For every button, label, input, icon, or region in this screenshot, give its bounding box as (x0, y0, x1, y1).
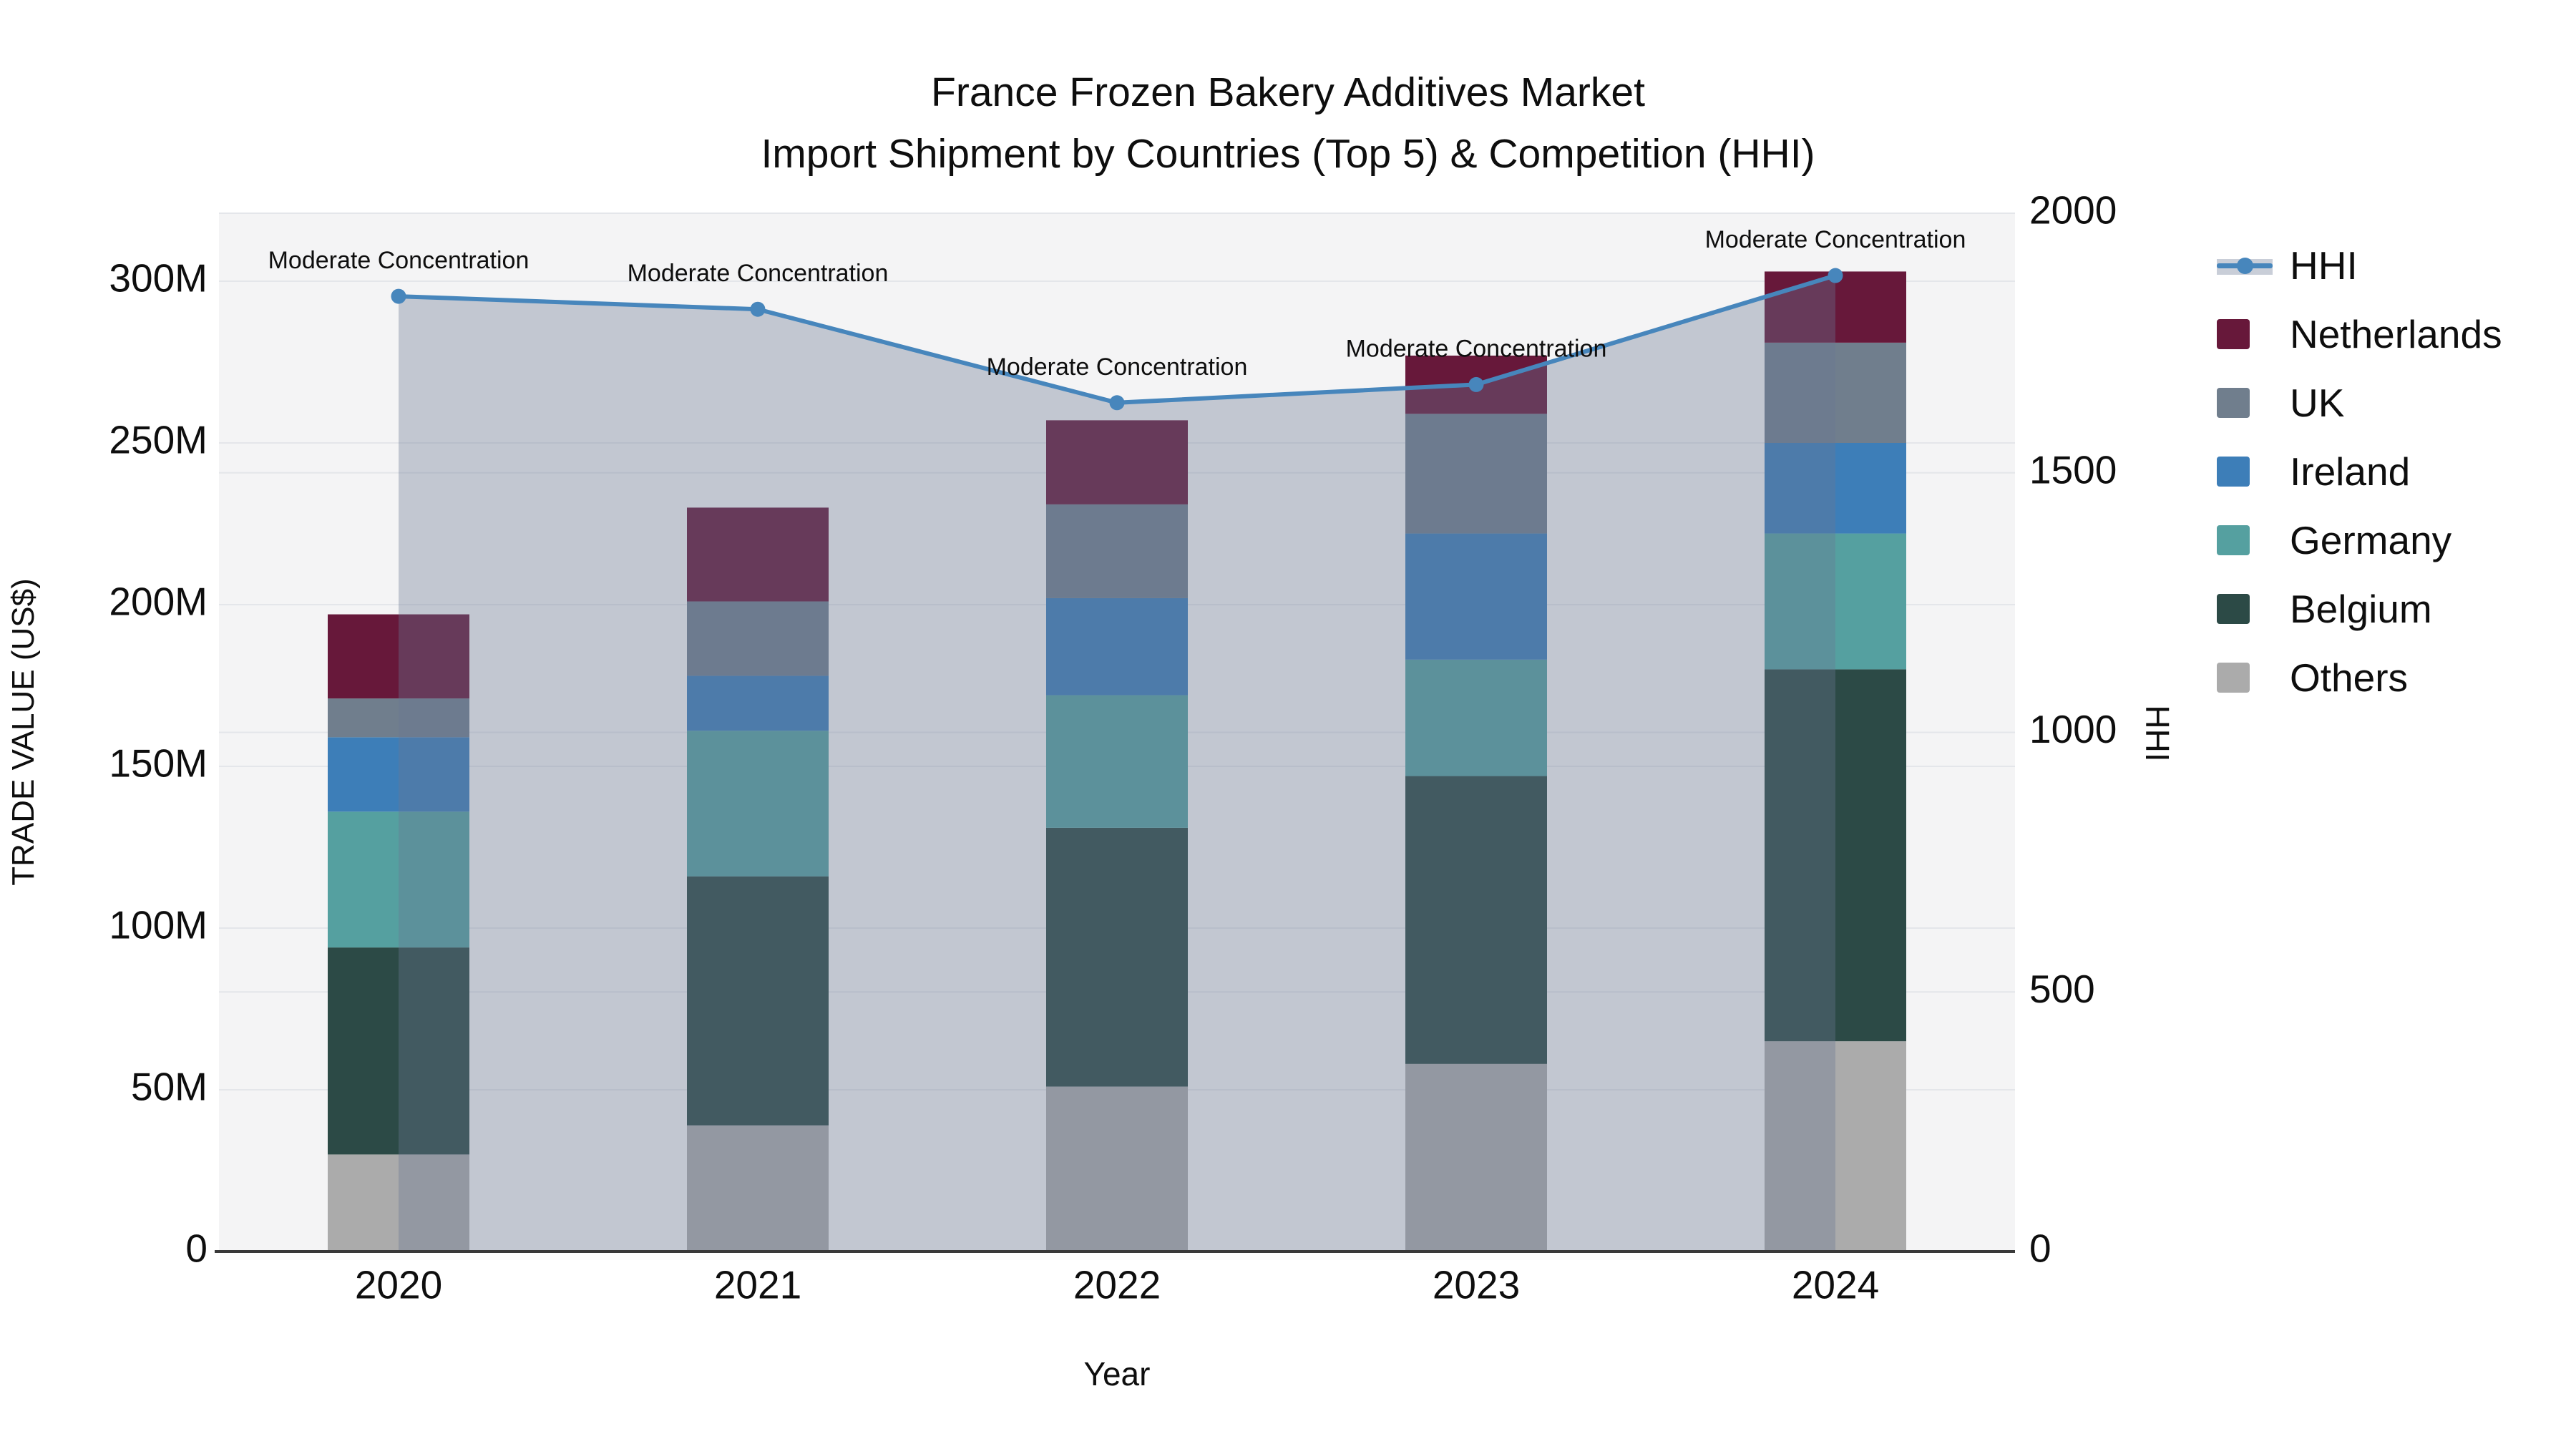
chart-title-line2: Import Shipment by Countries (Top 5) & C… (761, 131, 1815, 177)
bar-segment-belgium-2023 (1405, 776, 1547, 1064)
y-right-tick-1000: 1000 (2029, 707, 2117, 751)
y-axis-title-right: HHI (2139, 705, 2176, 762)
y-right-tick-1500: 1500 (2029, 447, 2117, 492)
bar-segment-ireland-2022 (1046, 597, 1188, 696)
x-tick-2020: 2020 (355, 1263, 442, 1307)
y-right-tick-2000: 2000 (2029, 188, 2117, 233)
legend-label: UK (2290, 381, 2345, 425)
hhi-marker-2022 (1109, 395, 1125, 411)
hhi-line-icon (2217, 255, 2274, 276)
legend-item-others[interactable]: Others (2217, 643, 2502, 712)
bar-segment-ireland-2024 (1765, 443, 1906, 534)
legend-item-ireland[interactable]: Ireland (2217, 437, 2502, 506)
bar-segment-uk-2020 (328, 698, 469, 738)
bar-segment-belgium-2022 (1046, 827, 1188, 1087)
y-left-tick-250M: 250M (109, 418, 208, 462)
hhi-annotation-2020: Moderate Concentration (268, 247, 530, 274)
bar-segment-germany-2023 (1405, 659, 1547, 776)
legend: HHI Netherlands UK Ireland Germany Belgium Oth… (2217, 231, 2502, 712)
bar-segment-netherlands-2024 (1765, 271, 1906, 343)
legend-swatch-icon (2217, 594, 2274, 624)
y-left-tick-150M: 150M (109, 741, 208, 786)
chart-title: France Frozen Bakery Additives Market Im… (429, 62, 2147, 185)
legend-swatch-icon (2217, 388, 2274, 418)
bar-segment-belgium-2021 (687, 876, 829, 1126)
legend-item-netherlands[interactable]: Netherlands (2217, 300, 2502, 369)
y-left-tick-100M: 100M (109, 903, 208, 947)
bar-segment-germany-2020 (328, 811, 469, 948)
bar-segment-others-2022 (1046, 1086, 1188, 1252)
hhi-marker-2020 (391, 288, 406, 304)
bar-segment-uk-2023 (1405, 414, 1547, 534)
y-right-tick-0: 0 (2029, 1226, 2051, 1271)
x-tick-2023: 2023 (1433, 1263, 1520, 1307)
hhi-annotation-2021: Moderate Concentration (628, 260, 889, 287)
y-axis-title-left: TRADE VALUE (US$) (6, 578, 41, 886)
hhi-marker-2021 (750, 301, 766, 317)
legend-swatch-icon (2217, 525, 2274, 555)
bar-segment-others-2021 (687, 1125, 829, 1252)
bar-segment-others-2024 (1765, 1041, 1906, 1252)
legend-swatch-icon (2217, 319, 2274, 349)
legend-label: Others (2290, 655, 2409, 700)
bar-segment-uk-2022 (1046, 504, 1188, 598)
bar-segment-others-2020 (328, 1154, 469, 1252)
hhi-annotation-2023: Moderate Concentration (1346, 335, 1607, 362)
legend-item-hhi[interactable]: HHI (2217, 231, 2502, 300)
y-left-tick-50M: 50M (131, 1065, 208, 1109)
bar-segment-netherlands-2022 (1046, 420, 1188, 504)
x-tick-2024: 2024 (1792, 1263, 1879, 1307)
hhi-area-fill (399, 275, 1835, 1252)
bar-segment-belgium-2024 (1765, 669, 1906, 1042)
bar-segment-uk-2024 (1765, 342, 1906, 443)
legend-item-uk[interactable]: UK (2217, 369, 2502, 437)
bar-segment-others-2023 (1405, 1063, 1547, 1252)
bar-segment-netherlands-2021 (687, 507, 829, 602)
hhi-annotation-2024: Moderate Concentration (1705, 226, 1966, 253)
chart-title-line1: France Frozen Bakery Additives Market (931, 69, 1645, 115)
legend-label: Germany (2290, 518, 2452, 562)
y-right-tick-500: 500 (2029, 967, 2095, 1011)
legend-swatch-icon (2217, 457, 2274, 487)
bar-segment-netherlands-2020 (328, 614, 469, 699)
bar-segment-ireland-2020 (328, 737, 469, 812)
x-tick-2022: 2022 (1073, 1263, 1161, 1307)
y-left-tick-300M: 300M (109, 256, 208, 301)
bar-segment-uk-2021 (687, 601, 829, 676)
legend-swatch-icon (2217, 663, 2274, 693)
legend-label: Belgium (2290, 587, 2432, 631)
bar-segment-germany-2021 (687, 731, 829, 877)
x-tick-2021: 2021 (714, 1263, 801, 1307)
bar-segment-belgium-2020 (328, 947, 469, 1155)
bar-segment-ireland-2021 (687, 675, 829, 731)
bar-segment-germany-2024 (1765, 533, 1906, 670)
legend-label: HHI (2290, 243, 2358, 288)
x-axis-title: Year (1083, 1355, 1151, 1392)
legend-label: Netherlands (2290, 312, 2502, 356)
legend-item-belgium[interactable]: Belgium (2217, 575, 2502, 643)
hhi-marker-2023 (1468, 376, 1484, 392)
hhi-annotation-2022: Moderate Concentration (987, 353, 1248, 381)
bar-segment-germany-2022 (1046, 695, 1188, 828)
legend-label: Ireland (2290, 449, 2411, 494)
legend-item-germany[interactable]: Germany (2217, 506, 2502, 575)
y-left-tick-0: 0 (185, 1226, 208, 1271)
bar-segment-ireland-2023 (1405, 533, 1547, 660)
hhi-marker-2024 (1828, 268, 1843, 283)
y-left-tick-200M: 200M (109, 580, 208, 624)
